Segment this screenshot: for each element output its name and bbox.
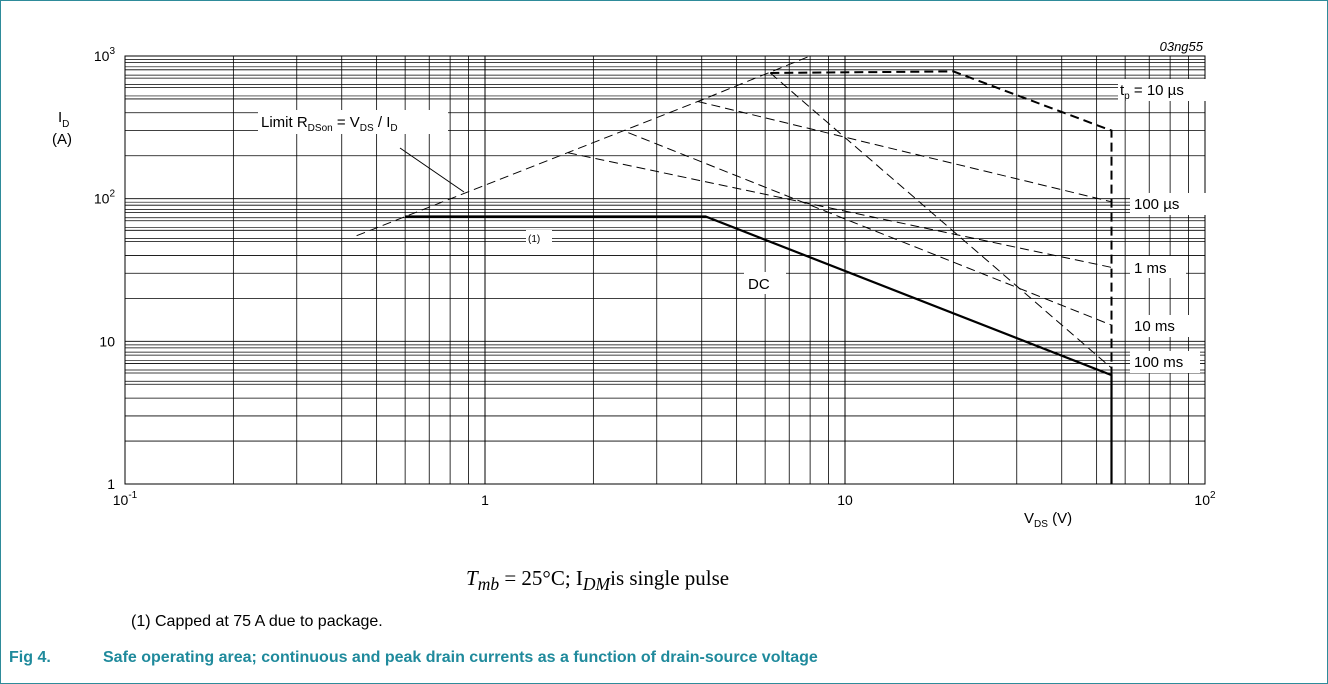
y-axis-unit: (A) bbox=[52, 131, 72, 148]
series-line bbox=[405, 215, 1113, 484]
y-tick-label: 1 bbox=[107, 476, 115, 492]
series-line bbox=[356, 55, 811, 237]
footnote: (1) Capped at 75 A due to package. bbox=[131, 613, 383, 630]
grid bbox=[124, 55, 1206, 485]
series-line bbox=[770, 70, 1113, 484]
figure-code: 03ng55 bbox=[1160, 39, 1204, 54]
plot-border bbox=[124, 55, 1206, 485]
x-tick-label: 10-1 bbox=[113, 490, 138, 508]
series-layer bbox=[356, 55, 1113, 484]
y-tick-label: 102 bbox=[94, 189, 116, 207]
tp-label-bg bbox=[1118, 79, 1212, 101]
label-cap-bg bbox=[526, 230, 552, 246]
figure-caption: Safe operating area; continuous and peak… bbox=[103, 649, 818, 666]
label-100us: 100 µs bbox=[1134, 196, 1179, 213]
limit-label-bg bbox=[258, 110, 448, 134]
limit-rdson-label: Limit RDSon = VDS / ID bbox=[261, 114, 398, 134]
label-100us-bg bbox=[1130, 193, 1210, 215]
y-tick-label: 10 bbox=[99, 333, 115, 349]
tp-10us-label: tp = 10 µs bbox=[1120, 82, 1184, 102]
label-1ms-bg bbox=[1130, 256, 1186, 278]
label-10ms-bg bbox=[1130, 315, 1200, 337]
y-axis-label: ID bbox=[58, 109, 69, 130]
x-tick-label: 102 bbox=[1194, 490, 1216, 508]
figure-number: Fig 4. bbox=[9, 649, 51, 666]
series-line bbox=[628, 132, 1112, 326]
label-dc-bg bbox=[744, 272, 786, 294]
label-1ms: 1 ms bbox=[1134, 260, 1167, 277]
x-tick-label: 10 bbox=[837, 492, 853, 508]
y-tick-label: 103 bbox=[94, 46, 116, 64]
label-cap-footnote-ref: (1) bbox=[528, 234, 540, 245]
test-condition: Tmb = 25°C; IDMis single pulse bbox=[466, 566, 730, 595]
label-100ms-bg bbox=[1130, 351, 1200, 373]
label-100ms: 100 ms bbox=[1134, 354, 1183, 371]
label-10ms: 10 ms bbox=[1134, 318, 1175, 335]
limit-leader-line bbox=[399, 147, 465, 193]
label-dc: DC bbox=[748, 276, 770, 293]
series-line bbox=[769, 72, 1112, 369]
x-axis-label: VDS (V) bbox=[1024, 510, 1072, 530]
series-line bbox=[697, 101, 1112, 203]
series-line bbox=[567, 152, 1112, 268]
x-tick-label: 1 bbox=[481, 492, 489, 508]
